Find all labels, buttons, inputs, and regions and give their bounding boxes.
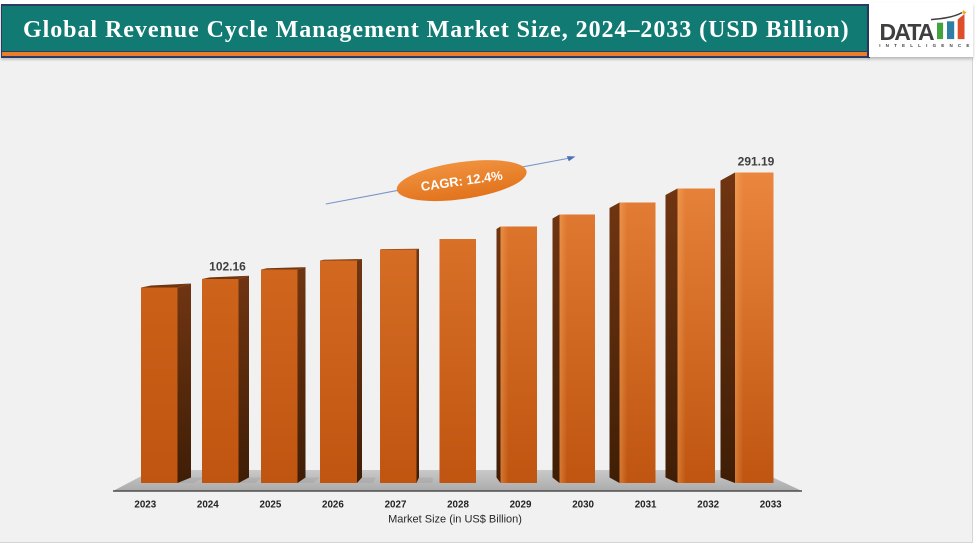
svg-text:102.16: 102.16: [209, 259, 246, 273]
svg-text:Market Size (in US$ Billion): Market Size (in US$ Billion): [388, 514, 522, 526]
svg-text:291.19: 291.19: [738, 155, 775, 169]
svg-text:2028: 2028: [447, 499, 469, 510]
svg-text:2030: 2030: [572, 499, 594, 510]
svg-text:2033: 2033: [760, 499, 782, 510]
svg-text:2027: 2027: [385, 499, 407, 510]
svg-text:2029: 2029: [510, 499, 532, 510]
svg-text:2023: 2023: [134, 499, 156, 510]
svg-text:2025: 2025: [260, 499, 282, 510]
svg-text:2032: 2032: [697, 499, 719, 510]
svg-text:2026: 2026: [322, 499, 344, 510]
svg-text:2024: 2024: [197, 499, 219, 510]
svg-text:2031: 2031: [635, 499, 657, 510]
